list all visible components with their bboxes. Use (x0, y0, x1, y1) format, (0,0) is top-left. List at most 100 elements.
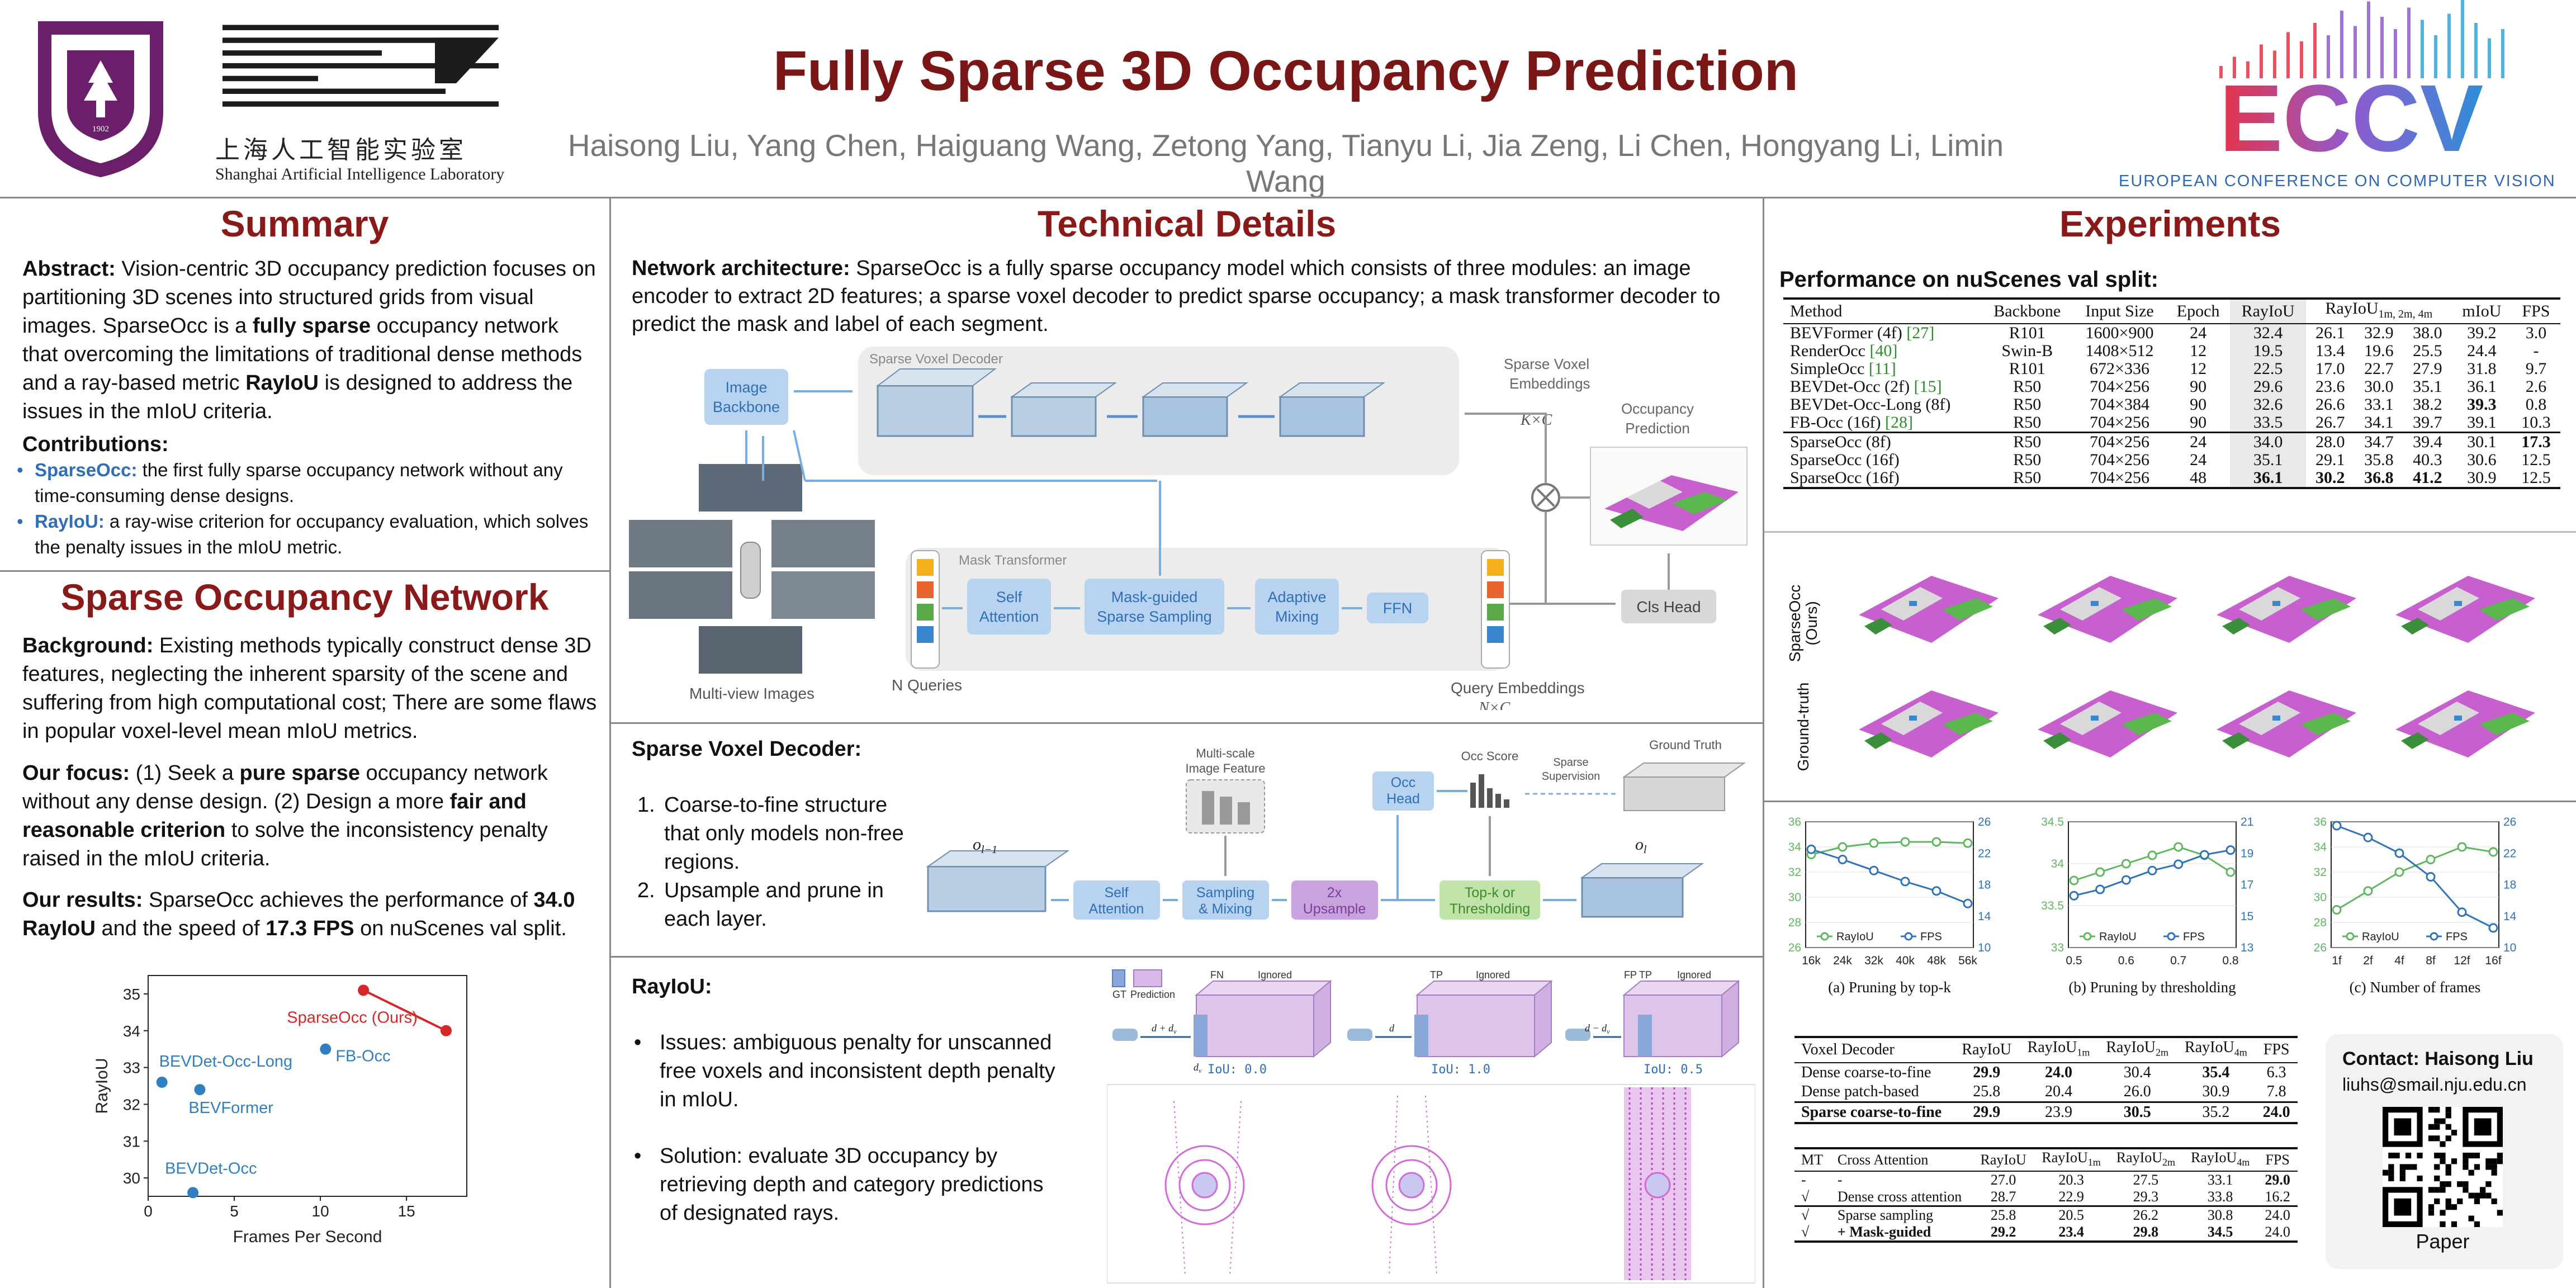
ablation-right-tick: 18 (2503, 879, 2516, 892)
data-point (194, 1084, 206, 1096)
multiscale-line1: Multi-scale (1196, 746, 1254, 760)
viz-vegetation (2300, 598, 2351, 621)
cell-fps: 9.7 (2525, 359, 2547, 378)
cell-fps: 10.3 (2521, 413, 2551, 432)
rayiou-case-2: TP Ignored d IoU: 1.0 (1347, 969, 1553, 1077)
cell-epoch: 90 (2190, 395, 2207, 414)
cell-value: 30.4 (2123, 1063, 2151, 1081)
eccv-skyline-bar (2273, 50, 2276, 78)
sparse-sup-line2: Supervision (1542, 770, 1600, 783)
ablation-right-tick: 10 (2503, 941, 2516, 954)
lab-name-english: Shanghai Artificial Intelligence Laborat… (215, 165, 505, 183)
sparseocc-label: SparseOcc (Ours) (287, 1008, 418, 1026)
case1-d-plus-sub: v (1173, 1027, 1177, 1035)
contribution-rayiou-text: a ray-wise criterion for occupancy evalu… (35, 511, 589, 557)
y-tick-label: 34 (123, 1022, 140, 1040)
qr-module (2480, 1187, 2486, 1193)
cell-mt: √ (1794, 1224, 1831, 1243)
eccv-skyline-bar (2219, 66, 2223, 78)
ablation-left-tick: 28 (1788, 916, 1801, 929)
qr-module (2394, 1152, 2400, 1159)
qr-module (2468, 1152, 2474, 1159)
cell-method: SimpleOcc [11] (1790, 359, 1896, 378)
table-row: SparseOcc (8f) R50 704×256 24 34.0 28.0 34.7 39… (1783, 432, 2560, 451)
occ-head-line1: Occ (1391, 775, 1415, 790)
cell-rayiou: 32.4 (2230, 324, 2306, 342)
qr-module (2399, 1164, 2405, 1170)
ffn-label: FFN (1383, 600, 1412, 617)
legend-rayiou-marker (1820, 932, 1829, 941)
svg-text:ol: ol (1635, 835, 1647, 856)
viz-car (2272, 601, 2280, 606)
adaptive-mixing-line1: Adaptive (1267, 589, 1326, 605)
occ-score-label: Occ Score (1461, 749, 1519, 763)
cell-r4: 38.2 (2413, 395, 2442, 414)
ablation-chart-3: 26 28 30 32 34 36 10 14 18 22 26 1f 2f 4f 8f 12f 16f RayI… (2314, 816, 2517, 996)
qr-module (2445, 1124, 2451, 1130)
fps-point (2457, 907, 2467, 917)
contact-email[interactable]: liuhs@smail.nju.edu.cn (2342, 1074, 2527, 1095)
fps-point (2394, 848, 2404, 858)
qr-module (2434, 1135, 2440, 1142)
header-cell: RayIoU1m (2034, 1147, 2109, 1172)
viz-car (1909, 716, 1917, 721)
cell-value: 7.8 (2266, 1082, 2286, 1100)
cell-value: 23.9 (2019, 1101, 2098, 1124)
header-cell: FPS (2257, 1147, 2298, 1172)
table-row: SimpleOcc [11] R101 672×336 12 22.5 17.0 22.7 2… (1783, 360, 2560, 378)
header-cell: RayIoU4m (2183, 1147, 2258, 1172)
cell-r4: 40.3 (2413, 451, 2442, 469)
cell-rayiou: 19.5 (2230, 342, 2306, 360)
svg-text:dv: dv (1194, 1062, 1202, 1074)
viz-sidewalk (2418, 587, 2479, 621)
data-point-label: BEVDet-Occ-Long (159, 1053, 293, 1071)
architecture-paragraph: Network architecture: SparseOcc is a ful… (632, 254, 1727, 338)
occupancy-render (1604, 475, 1739, 531)
architecture-label: Network architecture: (632, 257, 850, 280)
viz-car (1909, 601, 1917, 606)
viz-road (2395, 576, 2535, 643)
mask-transformer-label: Mask Transformer (959, 553, 1067, 568)
fps-point (2199, 850, 2209, 860)
ground-truth-label: Ground Truth (1649, 738, 1722, 752)
cell-r1: 26.6 (2315, 395, 2345, 414)
cell-backbone: R50 (2013, 377, 2042, 396)
case1-d-plus: d + d (1152, 1022, 1174, 1034)
cell-mt: - (1801, 1172, 1806, 1188)
ablation-x-tick: 1f (2332, 954, 2342, 967)
cell-backbone: Swin-B (2001, 342, 2053, 360)
viz-vegetation (2300, 713, 2351, 735)
lidar-render-1 (1164, 1101, 1245, 1275)
cell-size: 1408×512 (2085, 342, 2154, 360)
eccv-skyline-bar (2474, 23, 2478, 78)
paper-qr-code-icon[interactable] (2383, 1107, 2503, 1227)
cell-value: 20.3 (2058, 1172, 2084, 1188)
viz-vegetation (2479, 598, 2530, 621)
n-queries-label: N Queries (892, 676, 962, 694)
ablation-right-tick: 26 (2503, 816, 2516, 828)
qr-module (2411, 1164, 2417, 1170)
cell-r4: 39.7 (2413, 413, 2442, 432)
qr-module (2468, 1192, 2474, 1199)
eccv-skyline-bar (2327, 35, 2330, 78)
qr-module (2451, 1129, 2457, 1136)
middle-divider-1 (611, 722, 1763, 724)
viz-cell (2217, 690, 2356, 757)
conference-name: EUROPEAN CONFERENCE ON COMPUTER VISION (2119, 172, 2556, 190)
multiscale-line2: Image Feature (1185, 761, 1265, 775)
eccv-skyline-bar (2233, 56, 2236, 78)
eccv-skyline-bar (2340, 11, 2343, 78)
svd-self-line2: Attention (1089, 901, 1144, 917)
cell-value: 33.8 (2207, 1188, 2233, 1205)
viz-sidewalk (2418, 702, 2479, 735)
qr-module (2485, 1158, 2492, 1164)
qr-module (2474, 1198, 2480, 1205)
cell-backbone: R50 (1981, 469, 2073, 489)
viz-road (2038, 690, 2177, 757)
viz-cell (2038, 576, 2177, 643)
cell-r4: 25.5 (2413, 342, 2442, 360)
cell-r1: 13.4 (2315, 342, 2345, 360)
fps-point (1900, 877, 1910, 887)
cell-size: 704×256 (2090, 451, 2149, 469)
